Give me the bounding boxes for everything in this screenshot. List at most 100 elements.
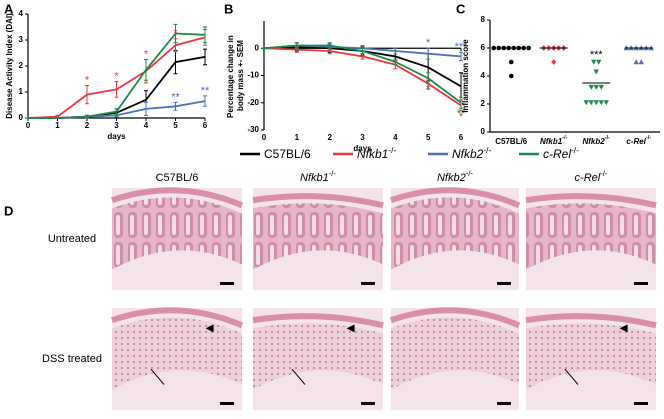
histology-image: [390, 187, 521, 290]
data-point: [593, 100, 599, 106]
panel-label: A: [4, 1, 14, 16]
x-tick-label: 0: [26, 121, 31, 130]
y-tick-label: 0: [481, 127, 486, 136]
y-axis-label: Percentage change in body mass +- SEM: [226, 33, 245, 118]
y-tick-label: -10: [247, 71, 259, 80]
data-point: [593, 84, 599, 90]
y-tick-label: 4: [481, 71, 486, 80]
series-line: [27, 36, 206, 119]
significance-mark: *: [426, 37, 431, 49]
tissue-mucosa: [391, 197, 519, 270]
data-point: [638, 59, 644, 65]
y-tick-label: 0: [19, 113, 24, 122]
histology-image: [525, 188, 657, 290]
arrow: [291, 368, 306, 385]
x-tick-label: Nfkb1-/-: [540, 135, 568, 146]
x-tick-label: 4: [393, 133, 398, 142]
data-point: [588, 84, 594, 90]
data-point: [526, 45, 532, 51]
tissue-mucosa: [112, 317, 242, 390]
panel-label: C: [456, 1, 466, 16]
data-point: [583, 100, 589, 106]
tissue-wall: [111, 187, 244, 209]
x-tick-label: 5: [173, 121, 178, 130]
data-point: [598, 84, 604, 90]
series-line: [28, 32, 206, 119]
column-label: Nfkb2-/-: [437, 169, 473, 184]
y-tick-label: 1: [19, 87, 24, 96]
tissue-wall: [525, 313, 657, 329]
histology-image: [252, 188, 384, 290]
data-point: [491, 45, 497, 51]
significance-mark: ***: [455, 41, 469, 53]
histology-image: [111, 187, 244, 290]
x-tick-label: 3: [360, 133, 365, 142]
series-line: [263, 47, 462, 107]
y-axis-label: Disease Activity Index (DAI): [5, 13, 14, 119]
legend-label: C57BL/6: [264, 147, 311, 161]
x-tick-label: 6: [203, 121, 208, 130]
x-tick-label: Nfkb2-/-: [582, 135, 610, 146]
tissue-mucosa: [253, 323, 383, 390]
histology-image: [525, 308, 657, 410]
x-tick-label: 2: [327, 133, 332, 142]
data-point: [633, 59, 639, 65]
histology-image: [111, 307, 244, 410]
tissue-wall: [252, 313, 384, 329]
column-label: C57BL/6: [156, 172, 199, 184]
legend-label: c-Rel-/-: [543, 145, 579, 161]
histology-image: [252, 308, 384, 410]
tissue-mucosa: [391, 317, 519, 390]
arrowhead: [346, 324, 355, 333]
scale-bar: [497, 402, 511, 405]
arrow: [150, 368, 165, 385]
x-tick-label: 1: [295, 133, 300, 142]
histology-image: [390, 307, 521, 410]
arrow: [564, 368, 579, 385]
series-line: [263, 44, 462, 104]
data-point: [603, 100, 609, 106]
legend-label: Nfkb1-/-: [357, 145, 396, 161]
tissue-mucosa: [112, 197, 242, 270]
scale-bar: [361, 402, 375, 405]
scale-bar: [634, 282, 648, 285]
tissue-wall: [111, 307, 244, 329]
tissue-wall: [525, 193, 657, 209]
y-axis-label: Inflammation score: [461, 39, 470, 113]
y-tick-label: 6: [481, 43, 486, 52]
tissue-mucosa: [526, 203, 656, 270]
y-tick-label: 0: [255, 43, 260, 52]
scale-bar: [220, 282, 234, 285]
x-tick-label: 4: [144, 121, 149, 130]
x-axis-label: days: [107, 132, 126, 141]
x-tick-label: 5: [426, 133, 431, 142]
scale-bar: [361, 282, 375, 285]
data-point: [596, 59, 602, 65]
data-point: [588, 100, 594, 106]
significance-mark: ***: [590, 49, 604, 61]
scale-bar: [220, 402, 234, 405]
data-point: [598, 100, 604, 106]
significance-mark: *: [144, 48, 149, 60]
legend-label: Nfkb2-/-: [452, 145, 491, 161]
data-point: [593, 69, 599, 75]
column-label: c-Rel-/-: [575, 169, 608, 184]
data-point: [551, 59, 557, 65]
significance-mark: *: [85, 74, 90, 86]
row-label: DSS treated: [42, 353, 102, 365]
y-tick-label: 2: [481, 99, 486, 108]
x-tick-label: 1: [55, 121, 60, 130]
significance-mark: **: [201, 85, 210, 97]
x-tick-label: c-Rel-/-: [626, 135, 651, 146]
scale-bar: [634, 402, 648, 405]
x-tick-label: 2: [85, 121, 90, 130]
y-tick-label: -20: [247, 98, 259, 107]
y-tick-label: 2: [19, 61, 24, 70]
panel-label: D: [4, 203, 13, 218]
data-point: [508, 59, 514, 65]
tissue-wall: [390, 307, 521, 329]
x-tick-label: 6: [459, 133, 464, 142]
arrowhead: [619, 324, 628, 333]
data-point: [591, 59, 597, 65]
